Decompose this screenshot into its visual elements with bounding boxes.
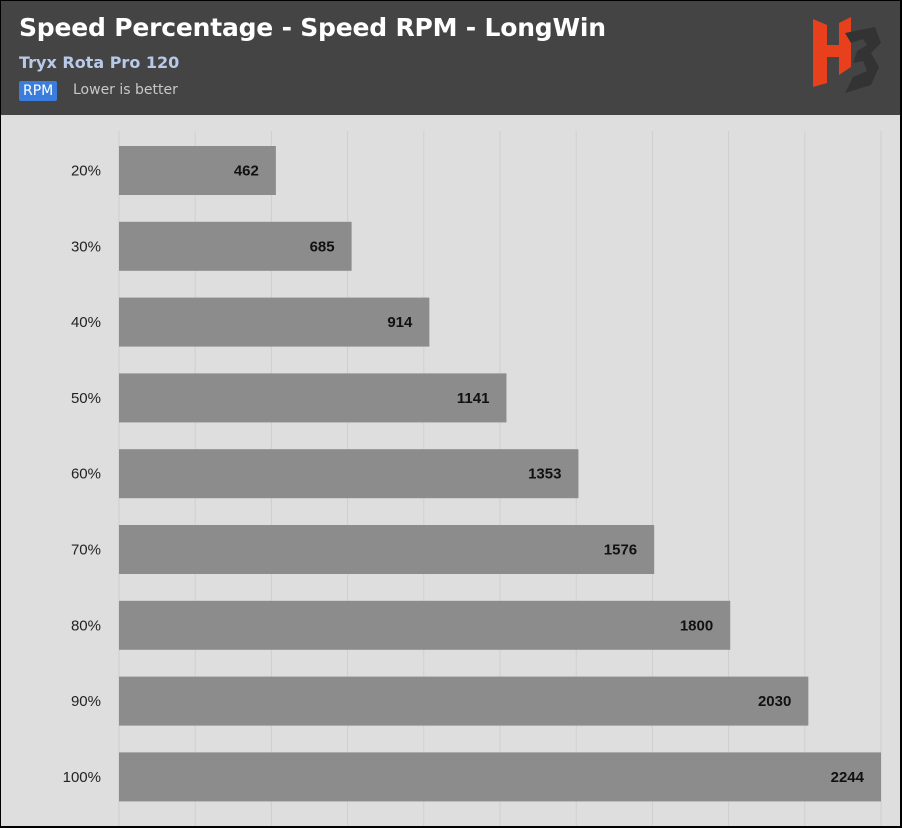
- unit-badge: RPM: [19, 81, 58, 101]
- chart-header: Speed Percentage - Speed RPM - LongWin T…: [1, 1, 900, 115]
- bars: [119, 146, 881, 802]
- lower-is-better-note: Lower is better: [73, 82, 178, 98]
- hb-logo-icon: [813, 17, 881, 93]
- value-label: 1353: [528, 466, 561, 483]
- value-label: 2244: [831, 769, 865, 786]
- chart-subtitle: Tryx Rota Pro 120: [19, 53, 180, 72]
- category-label: 90%: [71, 693, 101, 710]
- value-label: 1141: [457, 390, 490, 407]
- category-label: 70%: [71, 542, 101, 559]
- chart-title: Speed Percentage - Speed RPM - LongWin: [19, 13, 606, 42]
- value-label: 2030: [758, 693, 791, 710]
- value-label: 1800: [680, 617, 713, 634]
- category-label: 20%: [71, 163, 101, 180]
- logo-h-shape: [813, 17, 851, 87]
- logo-b-shape: [845, 27, 881, 93]
- category-label: 40%: [71, 314, 101, 331]
- category-label: 80%: [71, 617, 101, 634]
- value-label: 914: [387, 314, 413, 331]
- category-label: 30%: [71, 238, 101, 255]
- value-labels: 462 685 914 1141 1353 1576 1800 2030 2244: [234, 163, 865, 786]
- category-label: 50%: [71, 390, 101, 407]
- value-label: 685: [310, 238, 335, 255]
- value-label: 462: [234, 163, 259, 180]
- category-labels: 20% 30% 40% 50% 60% 70% 80% 90% 100%: [63, 163, 101, 786]
- bar: [119, 373, 507, 423]
- bar: [119, 525, 655, 574]
- bar: [119, 752, 881, 802]
- category-label: 60%: [71, 466, 101, 483]
- bar: [119, 449, 579, 499]
- value-label: 1576: [604, 542, 637, 559]
- bar: [119, 221, 352, 271]
- bar: [119, 146, 276, 195]
- category-label: 100%: [63, 769, 101, 786]
- bar: [119, 600, 731, 650]
- bar: [119, 297, 430, 347]
- bar: [119, 676, 809, 726]
